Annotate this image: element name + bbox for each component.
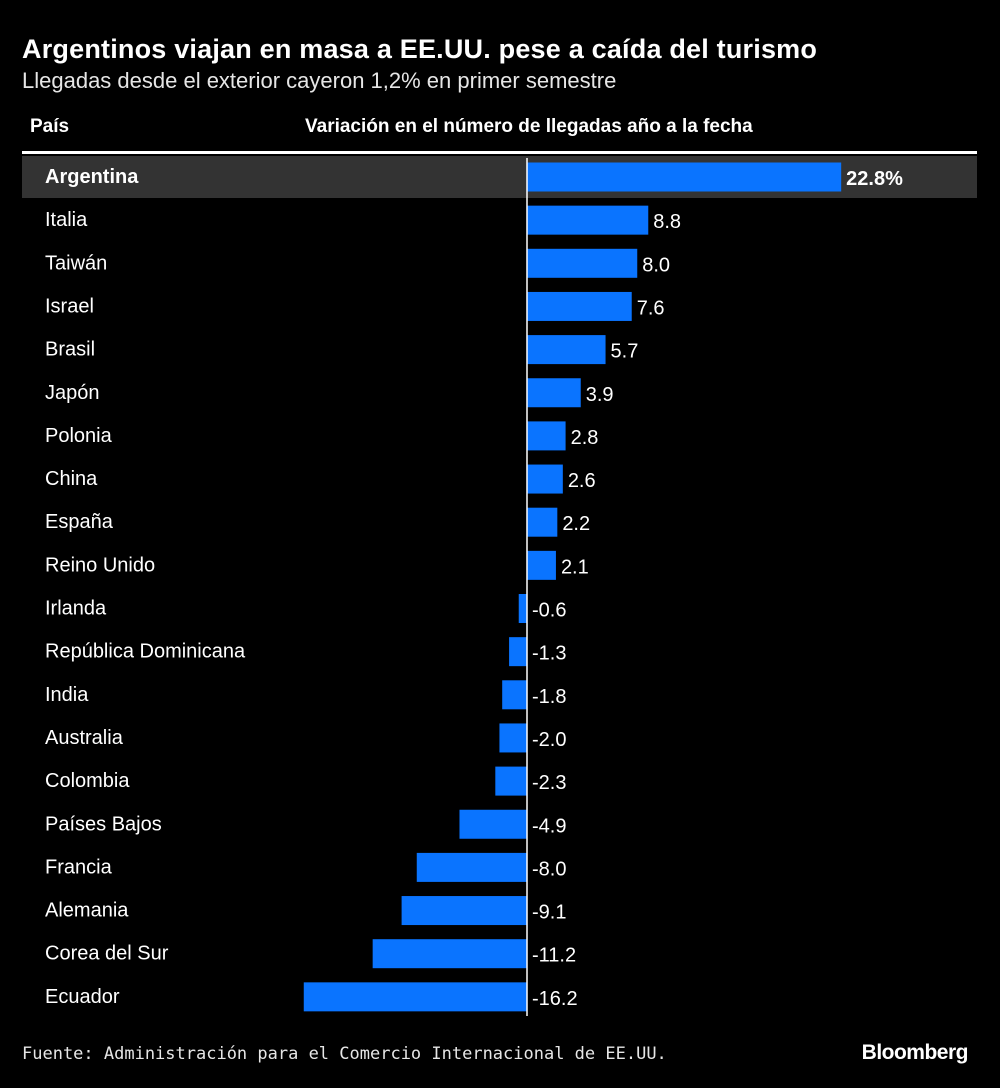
value-label: -16.2	[532, 988, 578, 1010]
bar	[527, 378, 581, 408]
bar	[527, 335, 606, 365]
bar	[527, 291, 632, 321]
category-label: España	[45, 511, 114, 533]
category-label: Brasil	[45, 339, 95, 361]
source-note: Fuente: Administración para el Comercio …	[22, 1044, 667, 1064]
category-label: Israel	[45, 295, 94, 317]
value-label: -4.9	[532, 815, 566, 837]
category-label: Polonia	[45, 425, 113, 447]
bar	[401, 896, 527, 926]
category-label: Ecuador	[45, 986, 120, 1008]
bar	[459, 809, 527, 839]
value-label: 5.7	[611, 341, 639, 363]
category-label: Irlanda	[45, 598, 107, 620]
bar	[372, 939, 527, 969]
chart-title: Argentinos viajan en masa a EE.UU. pese …	[22, 34, 818, 64]
bar	[527, 248, 638, 278]
bar	[499, 723, 527, 753]
category-label: Países Bajos	[45, 813, 162, 835]
category-label: Australia	[45, 727, 124, 749]
category-label: Japón	[45, 382, 100, 404]
bar	[495, 766, 527, 796]
bar	[303, 982, 527, 1012]
value-label: 8.0	[642, 254, 670, 276]
value-label: 2.2	[562, 513, 590, 535]
header-rule	[22, 151, 977, 154]
bar	[509, 637, 527, 667]
value-label: -9.1	[532, 902, 566, 924]
value-label: 8.8	[653, 211, 681, 233]
value-label: 7.6	[637, 297, 665, 319]
chart-subtitle: Llegadas desde el exterior cayeron 1,2% …	[22, 68, 617, 93]
category-label: Taiwán	[45, 252, 107, 274]
bar	[416, 852, 527, 882]
category-header: País	[30, 116, 70, 137]
category-label: Francia	[45, 856, 113, 878]
value-label: 2.8	[571, 427, 599, 449]
value-label: 2.6	[568, 470, 596, 492]
bar	[527, 205, 649, 235]
bar	[527, 162, 842, 192]
bar	[527, 421, 566, 451]
bar	[527, 507, 558, 537]
category-label: Colombia	[45, 770, 130, 792]
category-label: Argentina	[45, 166, 139, 188]
bar	[518, 594, 527, 623]
value-label: -1.8	[532, 686, 566, 708]
value-label: 22.8%	[846, 168, 903, 190]
category-label: Alemania	[45, 900, 129, 922]
bar	[527, 550, 556, 580]
value-label: -1.3	[532, 643, 566, 665]
value-label: -0.6	[532, 600, 566, 622]
category-label: India	[45, 684, 89, 706]
category-label: China	[45, 468, 98, 490]
bloomberg-logo: Bloomberg	[861, 1041, 969, 1064]
category-label: Reino Unido	[45, 554, 155, 576]
category-label: República Dominicana	[45, 641, 246, 663]
value-label: -11.2	[532, 945, 576, 967]
value-header: Variación en el número de llegadas año a…	[305, 116, 753, 137]
bar	[502, 680, 527, 710]
value-label: 3.9	[586, 384, 614, 406]
bar	[527, 464, 563, 494]
category-label: Italia	[45, 209, 88, 231]
value-label: -8.0	[532, 858, 566, 880]
value-label: -2.3	[532, 772, 566, 794]
value-label: -2.0	[532, 729, 566, 751]
category-label: Corea del Sur	[45, 943, 169, 965]
value-label: 2.1	[561, 556, 589, 578]
